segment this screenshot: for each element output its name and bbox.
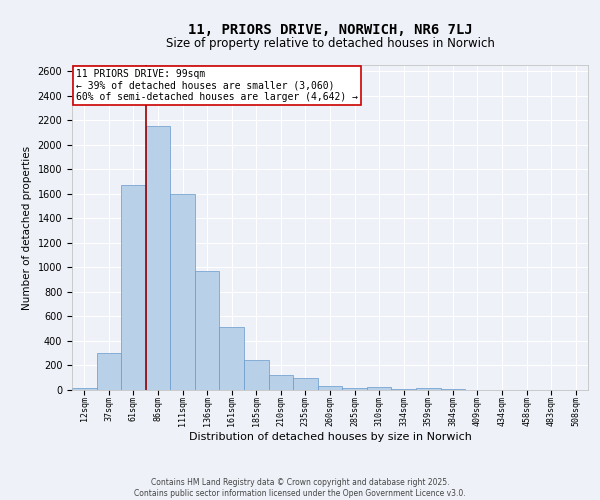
Text: Size of property relative to detached houses in Norwich: Size of property relative to detached ho… bbox=[166, 38, 494, 51]
Bar bbox=[121, 185, 146, 390]
Y-axis label: Number of detached properties: Number of detached properties bbox=[22, 146, 32, 310]
Text: Contains HM Land Registry data © Crown copyright and database right 2025.
Contai: Contains HM Land Registry data © Crown c… bbox=[134, 478, 466, 498]
Bar bbox=[195, 271, 220, 390]
Bar bbox=[72, 388, 97, 390]
Bar bbox=[318, 386, 342, 390]
Bar bbox=[97, 353, 121, 390]
Bar bbox=[342, 388, 367, 390]
Bar bbox=[293, 378, 318, 390]
Bar bbox=[367, 387, 391, 390]
Bar bbox=[220, 328, 244, 390]
Bar bbox=[416, 388, 440, 390]
Bar bbox=[244, 360, 269, 390]
Text: 11, PRIORS DRIVE, NORWICH, NR6 7LJ: 11, PRIORS DRIVE, NORWICH, NR6 7LJ bbox=[188, 22, 472, 36]
Bar bbox=[146, 126, 170, 390]
Text: 11 PRIORS DRIVE: 99sqm
← 39% of detached houses are smaller (3,060)
60% of semi-: 11 PRIORS DRIVE: 99sqm ← 39% of detached… bbox=[76, 68, 358, 102]
Bar bbox=[170, 194, 195, 390]
Bar bbox=[269, 376, 293, 390]
X-axis label: Distribution of detached houses by size in Norwich: Distribution of detached houses by size … bbox=[188, 432, 472, 442]
